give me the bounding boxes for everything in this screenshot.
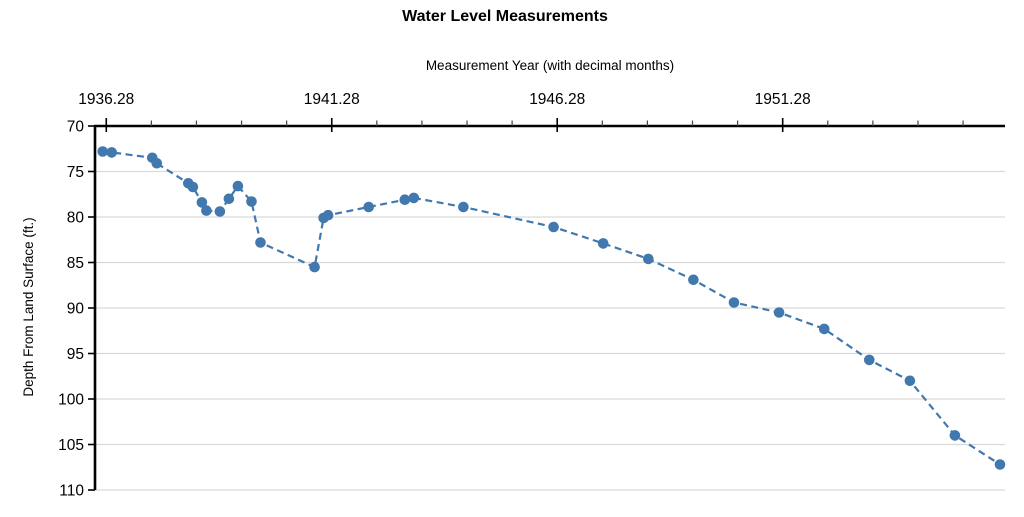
data-point-29 bbox=[949, 430, 961, 441]
data-point-30 bbox=[994, 459, 1006, 470]
data-point-3 bbox=[151, 158, 163, 169]
chart-title: Water Level Measurements bbox=[402, 8, 608, 25]
data-point-18 bbox=[408, 192, 420, 204]
data-point-20 bbox=[548, 221, 559, 233]
y-tick-label-85: 85 bbox=[67, 255, 84, 272]
data-point-15 bbox=[322, 209, 334, 221]
data-point-7 bbox=[201, 205, 212, 216]
data-point-24 bbox=[728, 297, 740, 308]
data-point-5 bbox=[187, 181, 199, 193]
data-point-26 bbox=[818, 323, 830, 335]
data-point-8 bbox=[214, 206, 226, 217]
data-point-21 bbox=[597, 238, 609, 249]
y-tick-label-110: 110 bbox=[59, 483, 84, 500]
x-tick-label-1936.28: 1936.28 bbox=[78, 91, 134, 108]
x-axis-label: Measurement Year (with decimal months) bbox=[425, 58, 675, 73]
x-tick-label-1951.28: 1951.28 bbox=[755, 91, 811, 108]
y-tick-label-90: 90 bbox=[67, 301, 85, 318]
data-point-6 bbox=[196, 197, 208, 208]
data-point-13 bbox=[309, 261, 320, 273]
y-tick-label-100: 100 bbox=[58, 392, 84, 409]
data-point-11 bbox=[246, 196, 257, 207]
data-point-0 bbox=[97, 146, 108, 157]
data-point-23 bbox=[688, 274, 699, 286]
y-tick-label-70: 70 bbox=[67, 119, 85, 136]
x-tick-label-1941.28: 1941.28 bbox=[304, 91, 360, 108]
data-point-12 bbox=[255, 237, 266, 248]
data-point-28 bbox=[904, 375, 916, 387]
data-point-9 bbox=[223, 193, 235, 205]
data-point-19 bbox=[458, 201, 469, 213]
data-point-16 bbox=[363, 201, 375, 213]
data-point-25 bbox=[773, 307, 785, 318]
data-point-1 bbox=[106, 147, 117, 158]
data-point-17 bbox=[399, 194, 411, 205]
y-tick-label-95: 95 bbox=[67, 346, 84, 363]
y-tick-label-105: 105 bbox=[58, 437, 84, 454]
x-tick-label-1946.28: 1946.28 bbox=[529, 91, 585, 108]
data-point-22 bbox=[643, 253, 654, 265]
data-point-10 bbox=[232, 180, 244, 192]
data-point-27 bbox=[864, 354, 875, 366]
y-tick-label-75: 75 bbox=[67, 164, 84, 181]
y-tick-label-80: 80 bbox=[67, 210, 85, 227]
